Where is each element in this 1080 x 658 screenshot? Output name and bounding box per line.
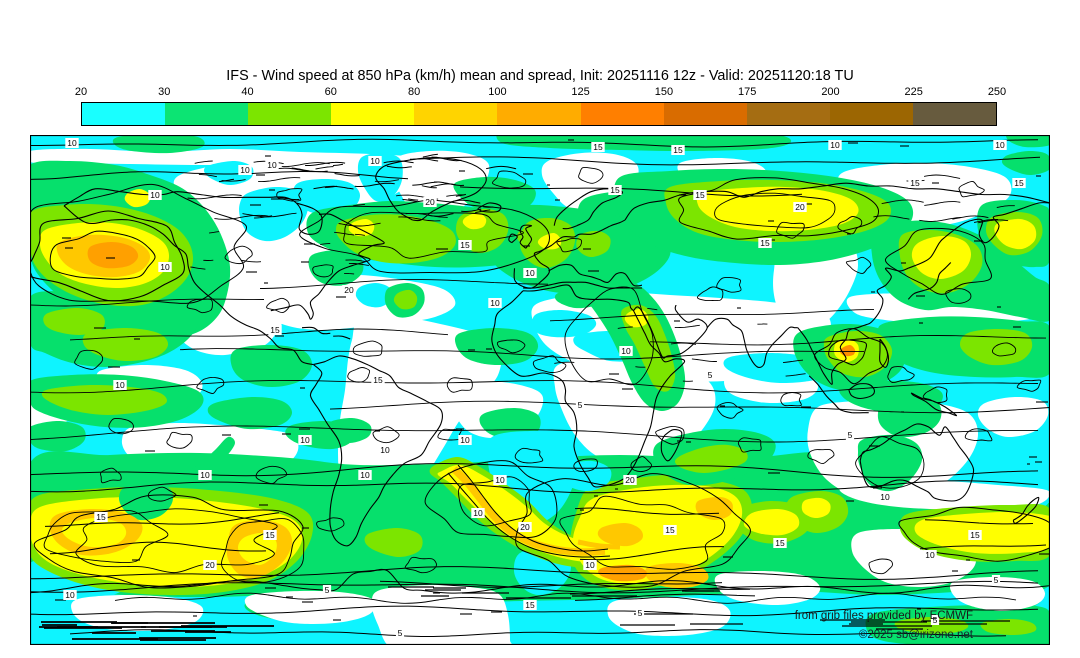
svg-text:15: 15 bbox=[610, 185, 620, 195]
svg-text:5: 5 bbox=[994, 575, 999, 585]
svg-text:10: 10 bbox=[200, 470, 210, 480]
svg-text:15: 15 bbox=[910, 178, 920, 188]
svg-text:20: 20 bbox=[520, 522, 530, 532]
svg-text:10: 10 bbox=[380, 445, 390, 455]
svg-text:15: 15 bbox=[373, 375, 383, 385]
svg-text:15: 15 bbox=[970, 530, 980, 540]
svg-text:15: 15 bbox=[673, 145, 683, 155]
svg-text:15: 15 bbox=[460, 240, 470, 250]
svg-text:10: 10 bbox=[65, 590, 75, 600]
svg-text:5: 5 bbox=[708, 370, 713, 380]
svg-text:15: 15 bbox=[270, 325, 280, 335]
svg-text:5: 5 bbox=[848, 430, 853, 440]
svg-text:20: 20 bbox=[205, 560, 215, 570]
svg-text:5: 5 bbox=[325, 585, 330, 595]
svg-text:10: 10 bbox=[925, 550, 935, 560]
svg-text:15: 15 bbox=[1014, 178, 1024, 188]
svg-text:20: 20 bbox=[344, 285, 354, 295]
svg-text:15: 15 bbox=[695, 190, 705, 200]
svg-text:10: 10 bbox=[473, 508, 483, 518]
svg-text:10: 10 bbox=[995, 140, 1005, 150]
svg-text:10: 10 bbox=[160, 262, 170, 272]
svg-text:15: 15 bbox=[593, 142, 603, 152]
svg-text:10: 10 bbox=[240, 165, 250, 175]
svg-text:5: 5 bbox=[578, 400, 583, 410]
svg-text:10: 10 bbox=[495, 475, 505, 485]
svg-text:15: 15 bbox=[96, 512, 106, 522]
svg-text:10: 10 bbox=[880, 492, 890, 502]
svg-text:10: 10 bbox=[490, 298, 500, 308]
svg-text:10: 10 bbox=[370, 156, 380, 166]
svg-text:5: 5 bbox=[638, 608, 643, 618]
svg-text:15: 15 bbox=[760, 238, 770, 248]
svg-text:10: 10 bbox=[830, 140, 840, 150]
svg-text:20: 20 bbox=[795, 202, 805, 212]
svg-text:20: 20 bbox=[425, 197, 435, 207]
svg-text:10: 10 bbox=[460, 435, 470, 445]
svg-text:15: 15 bbox=[775, 538, 785, 548]
svg-text:10: 10 bbox=[360, 470, 370, 480]
svg-text:15: 15 bbox=[265, 530, 275, 540]
svg-text:15: 15 bbox=[665, 525, 675, 535]
svg-text:10: 10 bbox=[115, 380, 125, 390]
svg-text:5: 5 bbox=[933, 615, 938, 625]
svg-text:10: 10 bbox=[150, 190, 160, 200]
svg-text:10: 10 bbox=[300, 435, 310, 445]
svg-text:10: 10 bbox=[621, 346, 631, 356]
svg-text:10: 10 bbox=[585, 560, 595, 570]
svg-text:10: 10 bbox=[67, 138, 77, 148]
svg-text:5: 5 bbox=[398, 628, 403, 638]
svg-text:10: 10 bbox=[525, 268, 535, 278]
svg-text:10: 10 bbox=[267, 160, 277, 170]
svg-text:15: 15 bbox=[525, 600, 535, 610]
svg-text:20: 20 bbox=[625, 475, 635, 485]
